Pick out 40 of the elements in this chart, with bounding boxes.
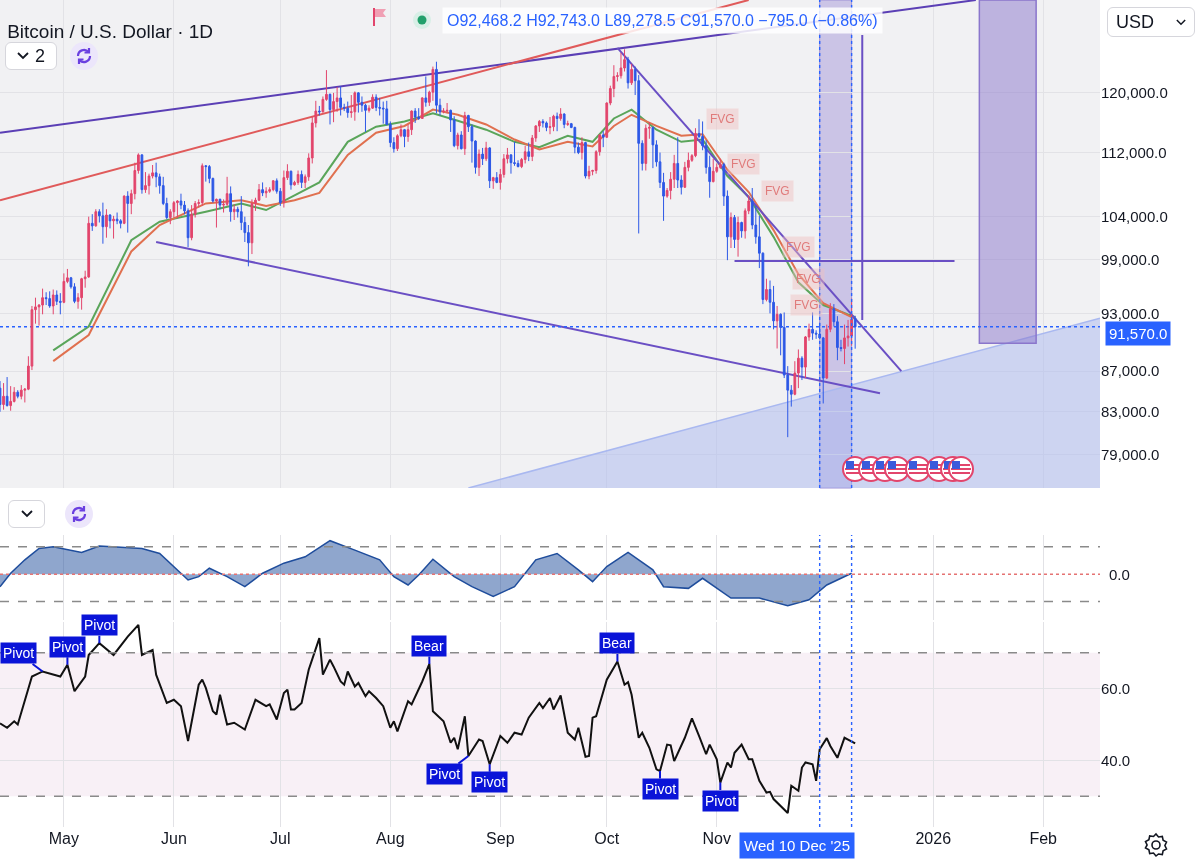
y-tick-label: 104,000.0 bbox=[1101, 207, 1168, 225]
y-tick-label: 60.0 bbox=[1101, 679, 1131, 697]
x-tick-label: Nov bbox=[702, 830, 731, 847]
annotation: Bear bbox=[602, 635, 632, 651]
currency-dropdown: USD bbox=[1107, 7, 1195, 37]
x-tick-label: 2026 bbox=[915, 830, 952, 847]
ref-line-label: 91,570.0 bbox=[1109, 325, 1168, 342]
annotation: FVG bbox=[731, 157, 756, 171]
annotation: FVG bbox=[794, 298, 819, 312]
text: Wed 10 Dec '25 bbox=[744, 837, 850, 854]
y-tick-label: 99,000.0 bbox=[1101, 250, 1160, 268]
annotation: FVG bbox=[710, 112, 735, 126]
y-tick-label: 83,000.0 bbox=[1101, 403, 1160, 421]
annotation: FVG bbox=[765, 184, 790, 198]
x-tick-label: May bbox=[48, 830, 79, 847]
y-tick-label: 112,000.0 bbox=[1101, 143, 1167, 161]
annotation: Bear bbox=[414, 638, 444, 654]
annotation: Pivot bbox=[705, 793, 737, 809]
x-tick-label: Jul bbox=[270, 830, 291, 847]
x-tick-label: Jun bbox=[160, 830, 187, 847]
y-tick-label: 87,000.0 bbox=[1101, 362, 1160, 380]
annotation: Pivot bbox=[474, 774, 506, 790]
x-tick-label: Oct bbox=[594, 830, 620, 847]
y-tick-label: 93,000.0 bbox=[1101, 304, 1160, 322]
annotation: Pivot bbox=[84, 617, 116, 633]
dropdown-button: 2 bbox=[5, 42, 57, 70]
annotation: Pivot bbox=[645, 781, 677, 797]
y-tick-label: 120,000.0 bbox=[1101, 84, 1168, 102]
text: O92,468.2 H92,743.0 L89,278.5 C91,570.0 −795.0 (−0.86%) bbox=[447, 12, 878, 29]
x-tick-label: Aug bbox=[376, 830, 405, 847]
y-tick-label: 79,000.0 bbox=[1101, 445, 1160, 463]
text: Bitcoin / U.S. Dollar · 1D bbox=[7, 20, 214, 42]
annotation: 2 bbox=[34, 45, 45, 67]
x-tick-label: Sep bbox=[486, 830, 515, 847]
annotation: Pivot bbox=[429, 766, 461, 782]
annotation: Pivot bbox=[52, 639, 84, 655]
x-tick-label: Feb bbox=[1029, 830, 1058, 847]
y-tick-label: 40.0 bbox=[1101, 751, 1131, 769]
annotation: Pivot bbox=[3, 645, 35, 661]
ref-line-label: 0.0 bbox=[1109, 566, 1130, 583]
